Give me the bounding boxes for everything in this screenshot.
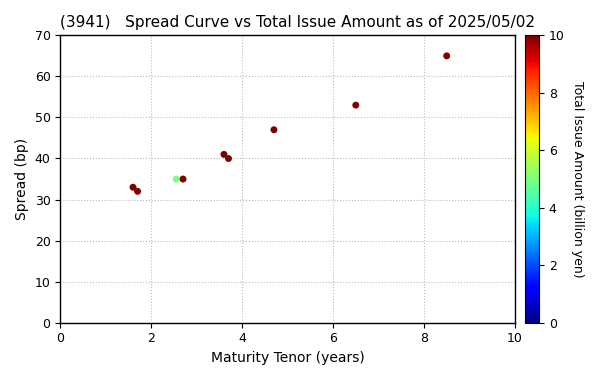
- Point: [224, 155, 233, 162]
- Y-axis label: Spread (bp): Spread (bp): [15, 138, 29, 220]
- Y-axis label: Total Issue Amount (billion yen): Total Issue Amount (billion yen): [571, 81, 584, 277]
- Text: (3941)   Spread Curve vs Total Issue Amount as of 2025/05/02: (3941) Spread Curve vs Total Issue Amoun…: [60, 15, 535, 30]
- Point: [269, 127, 279, 133]
- Point: [442, 53, 452, 59]
- Point: [133, 188, 142, 195]
- X-axis label: Maturity Tenor (years): Maturity Tenor (years): [211, 351, 364, 365]
- Point: [128, 184, 138, 190]
- Point: [351, 102, 361, 108]
- Point: [178, 176, 188, 182]
- Point: [219, 151, 229, 157]
- Point: [172, 176, 181, 182]
